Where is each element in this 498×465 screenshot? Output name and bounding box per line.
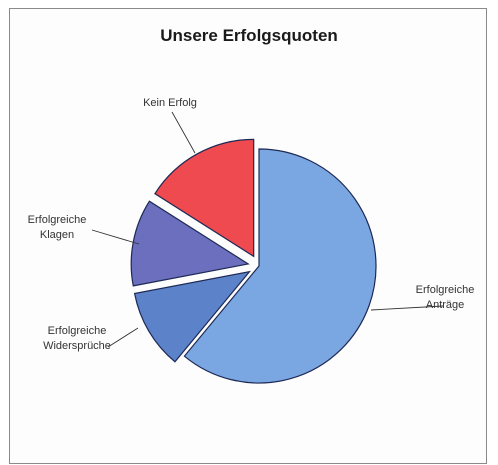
leader-line-klagen: [91, 229, 140, 245]
chart-title: Unsere Erfolgsquoten: [160, 26, 338, 45]
slice-label-klagen: Erfolgreiche Klagen: [28, 214, 87, 241]
leader-line-widersprueche: [107, 327, 139, 348]
pie-slice-kein-erfolg: [154, 138, 255, 258]
pie-slice-widersprueche: [133, 270, 252, 363]
slice-label-kein-erfolg: Kein Erfolg: [143, 97, 197, 109]
leader-line-antraege: [370, 305, 444, 311]
pie-slice-antraege: [183, 148, 377, 384]
slice-label-antraege: Erfolgreiche Anträge: [416, 284, 475, 311]
leader-line-kein-erfolg: [171, 111, 196, 154]
slice-label-widersprueche: Erfolgreiche Widersprüche: [43, 325, 111, 352]
